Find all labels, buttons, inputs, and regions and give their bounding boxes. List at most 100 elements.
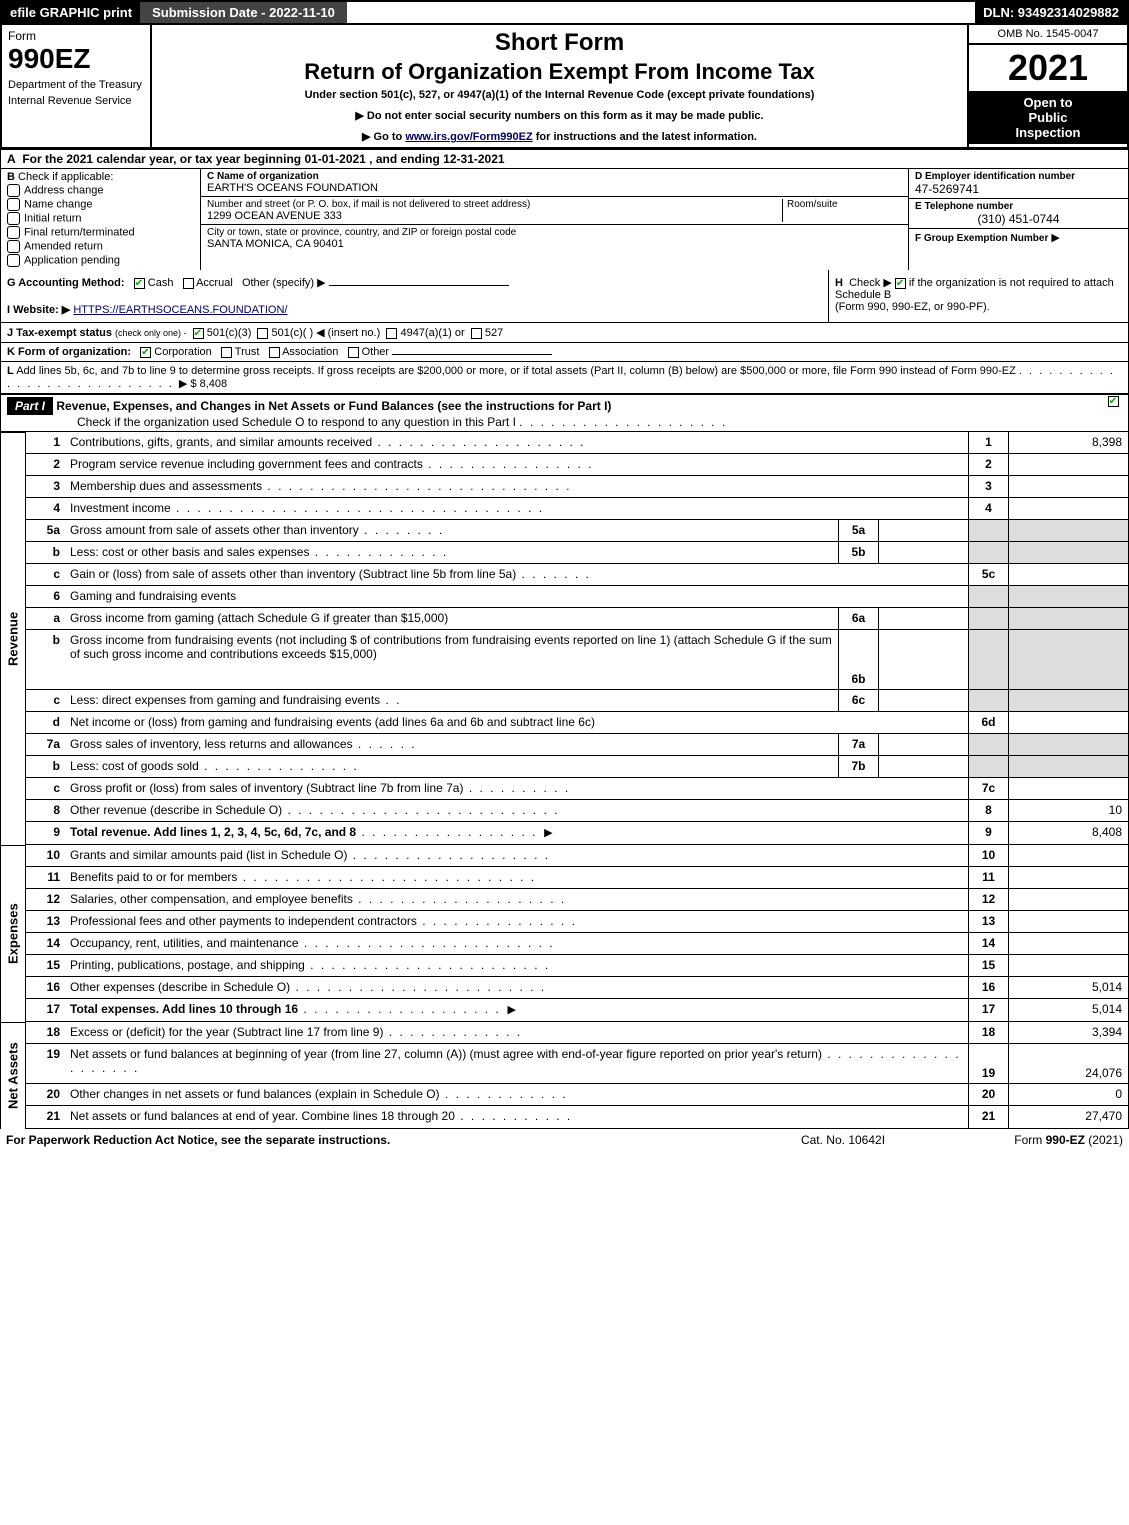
line-1-num: 1 bbox=[26, 432, 66, 453]
line-7a-desc: Gross sales of inventory, less returns a… bbox=[66, 734, 838, 755]
line-7c-num: c bbox=[26, 778, 66, 799]
check-only-one: (check only one) - bbox=[115, 328, 187, 338]
chk-501c[interactable] bbox=[257, 328, 268, 339]
line-14-desc: Occupancy, rent, utilities, and maintena… bbox=[66, 933, 968, 954]
group-exemption-row: F Group Exemption Number ▶ bbox=[909, 229, 1128, 246]
line-6a-num: a bbox=[26, 608, 66, 629]
chk-final-return[interactable]: Final return/terminated bbox=[7, 226, 194, 239]
chk-501c3[interactable] bbox=[193, 328, 204, 339]
submission-date: Submission Date - 2022-11-10 bbox=[140, 2, 347, 23]
chk-name-change[interactable]: Name change bbox=[7, 198, 194, 211]
instr-goto: ▶ Go to www.irs.gov/Form990EZ for instru… bbox=[160, 130, 959, 143]
line-6a-desc: Gross income from gaming (attach Schedul… bbox=[66, 608, 838, 629]
line-17-num: 17 bbox=[26, 999, 66, 1021]
line-7a-num: 7a bbox=[26, 734, 66, 755]
chk-trust[interactable] bbox=[221, 347, 232, 358]
line-5a-num: 5a bbox=[26, 520, 66, 541]
line-6a-ref bbox=[968, 608, 1008, 629]
line-11: 11 Benefits paid to or for members . . .… bbox=[26, 867, 1128, 889]
line-6b-ref bbox=[968, 630, 1008, 689]
col-b: B Check if applicable: Address change Na… bbox=[1, 169, 201, 270]
chk-527[interactable] bbox=[471, 328, 482, 339]
chk-application-pending[interactable]: Application pending bbox=[7, 254, 194, 267]
row-h: H Check ▶ if the organization is not req… bbox=[828, 270, 1128, 322]
chk-initial-return[interactable]: Initial return bbox=[7, 212, 194, 225]
line-3-desc: Membership dues and assessments . . . . … bbox=[66, 476, 968, 497]
l-value: 8,408 bbox=[200, 378, 228, 390]
line-6a: a Gross income from gaming (attach Sched… bbox=[26, 608, 1128, 630]
line-6d-desc: Net income or (loss) from gaming and fun… bbox=[66, 712, 968, 733]
chk-other-org[interactable] bbox=[348, 347, 359, 358]
line-6a-subval bbox=[878, 608, 968, 629]
line-7a-ref bbox=[968, 734, 1008, 755]
line-20-desc: Other changes in net assets or fund bala… bbox=[66, 1084, 968, 1105]
line-6b-desc: Gross income from fundraising events (no… bbox=[66, 630, 838, 689]
net-assets-table: 18 Excess or (deficit) for the year (Sub… bbox=[26, 1022, 1129, 1129]
other-org-line[interactable] bbox=[392, 354, 552, 355]
line-3-num: 3 bbox=[26, 476, 66, 497]
chk-schedule-b[interactable] bbox=[895, 278, 906, 289]
part1-title: Revenue, Expenses, and Changes in Net As… bbox=[56, 399, 611, 413]
other-specify-line[interactable] bbox=[329, 285, 509, 286]
line-10-desc: Grants and similar amounts paid (list in… bbox=[66, 845, 968, 866]
h-check-text: Check ▶ bbox=[849, 277, 892, 289]
label-l: L bbox=[7, 365, 14, 377]
line-12-val bbox=[1008, 889, 1128, 910]
line-7c-desc: Gross profit or (loss) from sales of inv… bbox=[66, 778, 968, 799]
opt-corporation: Corporation bbox=[154, 346, 211, 358]
accounting-method-label: G Accounting Method: bbox=[7, 277, 125, 289]
line-5a-ref bbox=[968, 520, 1008, 541]
tel-value: (310) 451-0744 bbox=[915, 212, 1122, 226]
revenue-side-label: Revenue bbox=[0, 432, 26, 845]
line-18-val: 3,394 bbox=[1008, 1022, 1128, 1043]
group-arrow: ▶ bbox=[1051, 232, 1059, 244]
line-13-ref: 13 bbox=[968, 911, 1008, 932]
line-6a-val bbox=[1008, 608, 1128, 629]
opt-4947: 4947(a)(1) or bbox=[400, 327, 464, 339]
chk-amended-return[interactable]: Amended return bbox=[7, 240, 194, 253]
line-7b: b Less: cost of goods sold . . . . . . .… bbox=[26, 756, 1128, 778]
line-11-desc: Benefits paid to or for members . . . . … bbox=[66, 867, 968, 888]
line-20-val: 0 bbox=[1008, 1084, 1128, 1105]
paperwork-notice: For Paperwork Reduction Act Notice, see … bbox=[6, 1133, 743, 1147]
line-5b-sub: 5b bbox=[838, 542, 878, 563]
part1-label: Part I bbox=[7, 397, 53, 415]
omb-number: OMB No. 1545-0047 bbox=[969, 25, 1127, 45]
row-j: J Tax-exempt status (check only one) - 5… bbox=[0, 323, 1129, 343]
line-5b-subval bbox=[878, 542, 968, 563]
line-7b-desc: Less: cost of goods sold . . . . . . . .… bbox=[66, 756, 838, 777]
part1-desc: Part I Revenue, Expenses, and Changes in… bbox=[1, 395, 1098, 431]
line-8-desc: Other revenue (describe in Schedule O) .… bbox=[66, 800, 968, 821]
line-13-num: 13 bbox=[26, 911, 66, 932]
accrual-label: Accrual bbox=[196, 277, 233, 289]
chk-cash[interactable] bbox=[134, 278, 145, 289]
line-1-ref: 1 bbox=[968, 432, 1008, 453]
chk-accrual[interactable] bbox=[183, 278, 194, 289]
line-2: 2 Program service revenue including gove… bbox=[26, 454, 1128, 476]
chk-address-change[interactable]: Address change bbox=[7, 184, 194, 197]
check-applicable: Check if applicable: bbox=[18, 171, 113, 183]
chk-schedule-o[interactable] bbox=[1108, 396, 1119, 407]
line-6c-subval bbox=[878, 690, 968, 711]
short-form-title: Short Form bbox=[160, 29, 959, 57]
street-row: Number and street (or P. O. box, if mail… bbox=[201, 197, 908, 225]
website-link[interactable]: HTTPS://EARTHSOCEANS.FOUNDATION/ bbox=[73, 304, 287, 316]
line-6c-ref bbox=[968, 690, 1008, 711]
line-16-ref: 16 bbox=[968, 977, 1008, 998]
line-6b-subval bbox=[878, 630, 968, 689]
line-4: 4 Investment income . . . . . . . . . . … bbox=[26, 498, 1128, 520]
dln: DLN: 93492314029882 bbox=[975, 2, 1127, 23]
irs-link[interactable]: www.irs.gov/Form990EZ bbox=[405, 131, 532, 143]
line-6d: d Net income or (loss) from gaming and f… bbox=[26, 712, 1128, 734]
chk-4947[interactable] bbox=[386, 328, 397, 339]
tax-year: 2021 bbox=[969, 45, 1127, 91]
line-3-val bbox=[1008, 476, 1128, 497]
row-a: A For the 2021 calendar year, or tax yea… bbox=[0, 149, 1129, 169]
form-header: Form 990EZ Department of the Treasury In… bbox=[0, 25, 1129, 149]
line-5b-ref bbox=[968, 542, 1008, 563]
line-19-val: 24,076 bbox=[1008, 1044, 1128, 1083]
line-13-val bbox=[1008, 911, 1128, 932]
line-5b-num: b bbox=[26, 542, 66, 563]
chk-corporation[interactable] bbox=[140, 347, 151, 358]
chk-association[interactable] bbox=[269, 347, 280, 358]
